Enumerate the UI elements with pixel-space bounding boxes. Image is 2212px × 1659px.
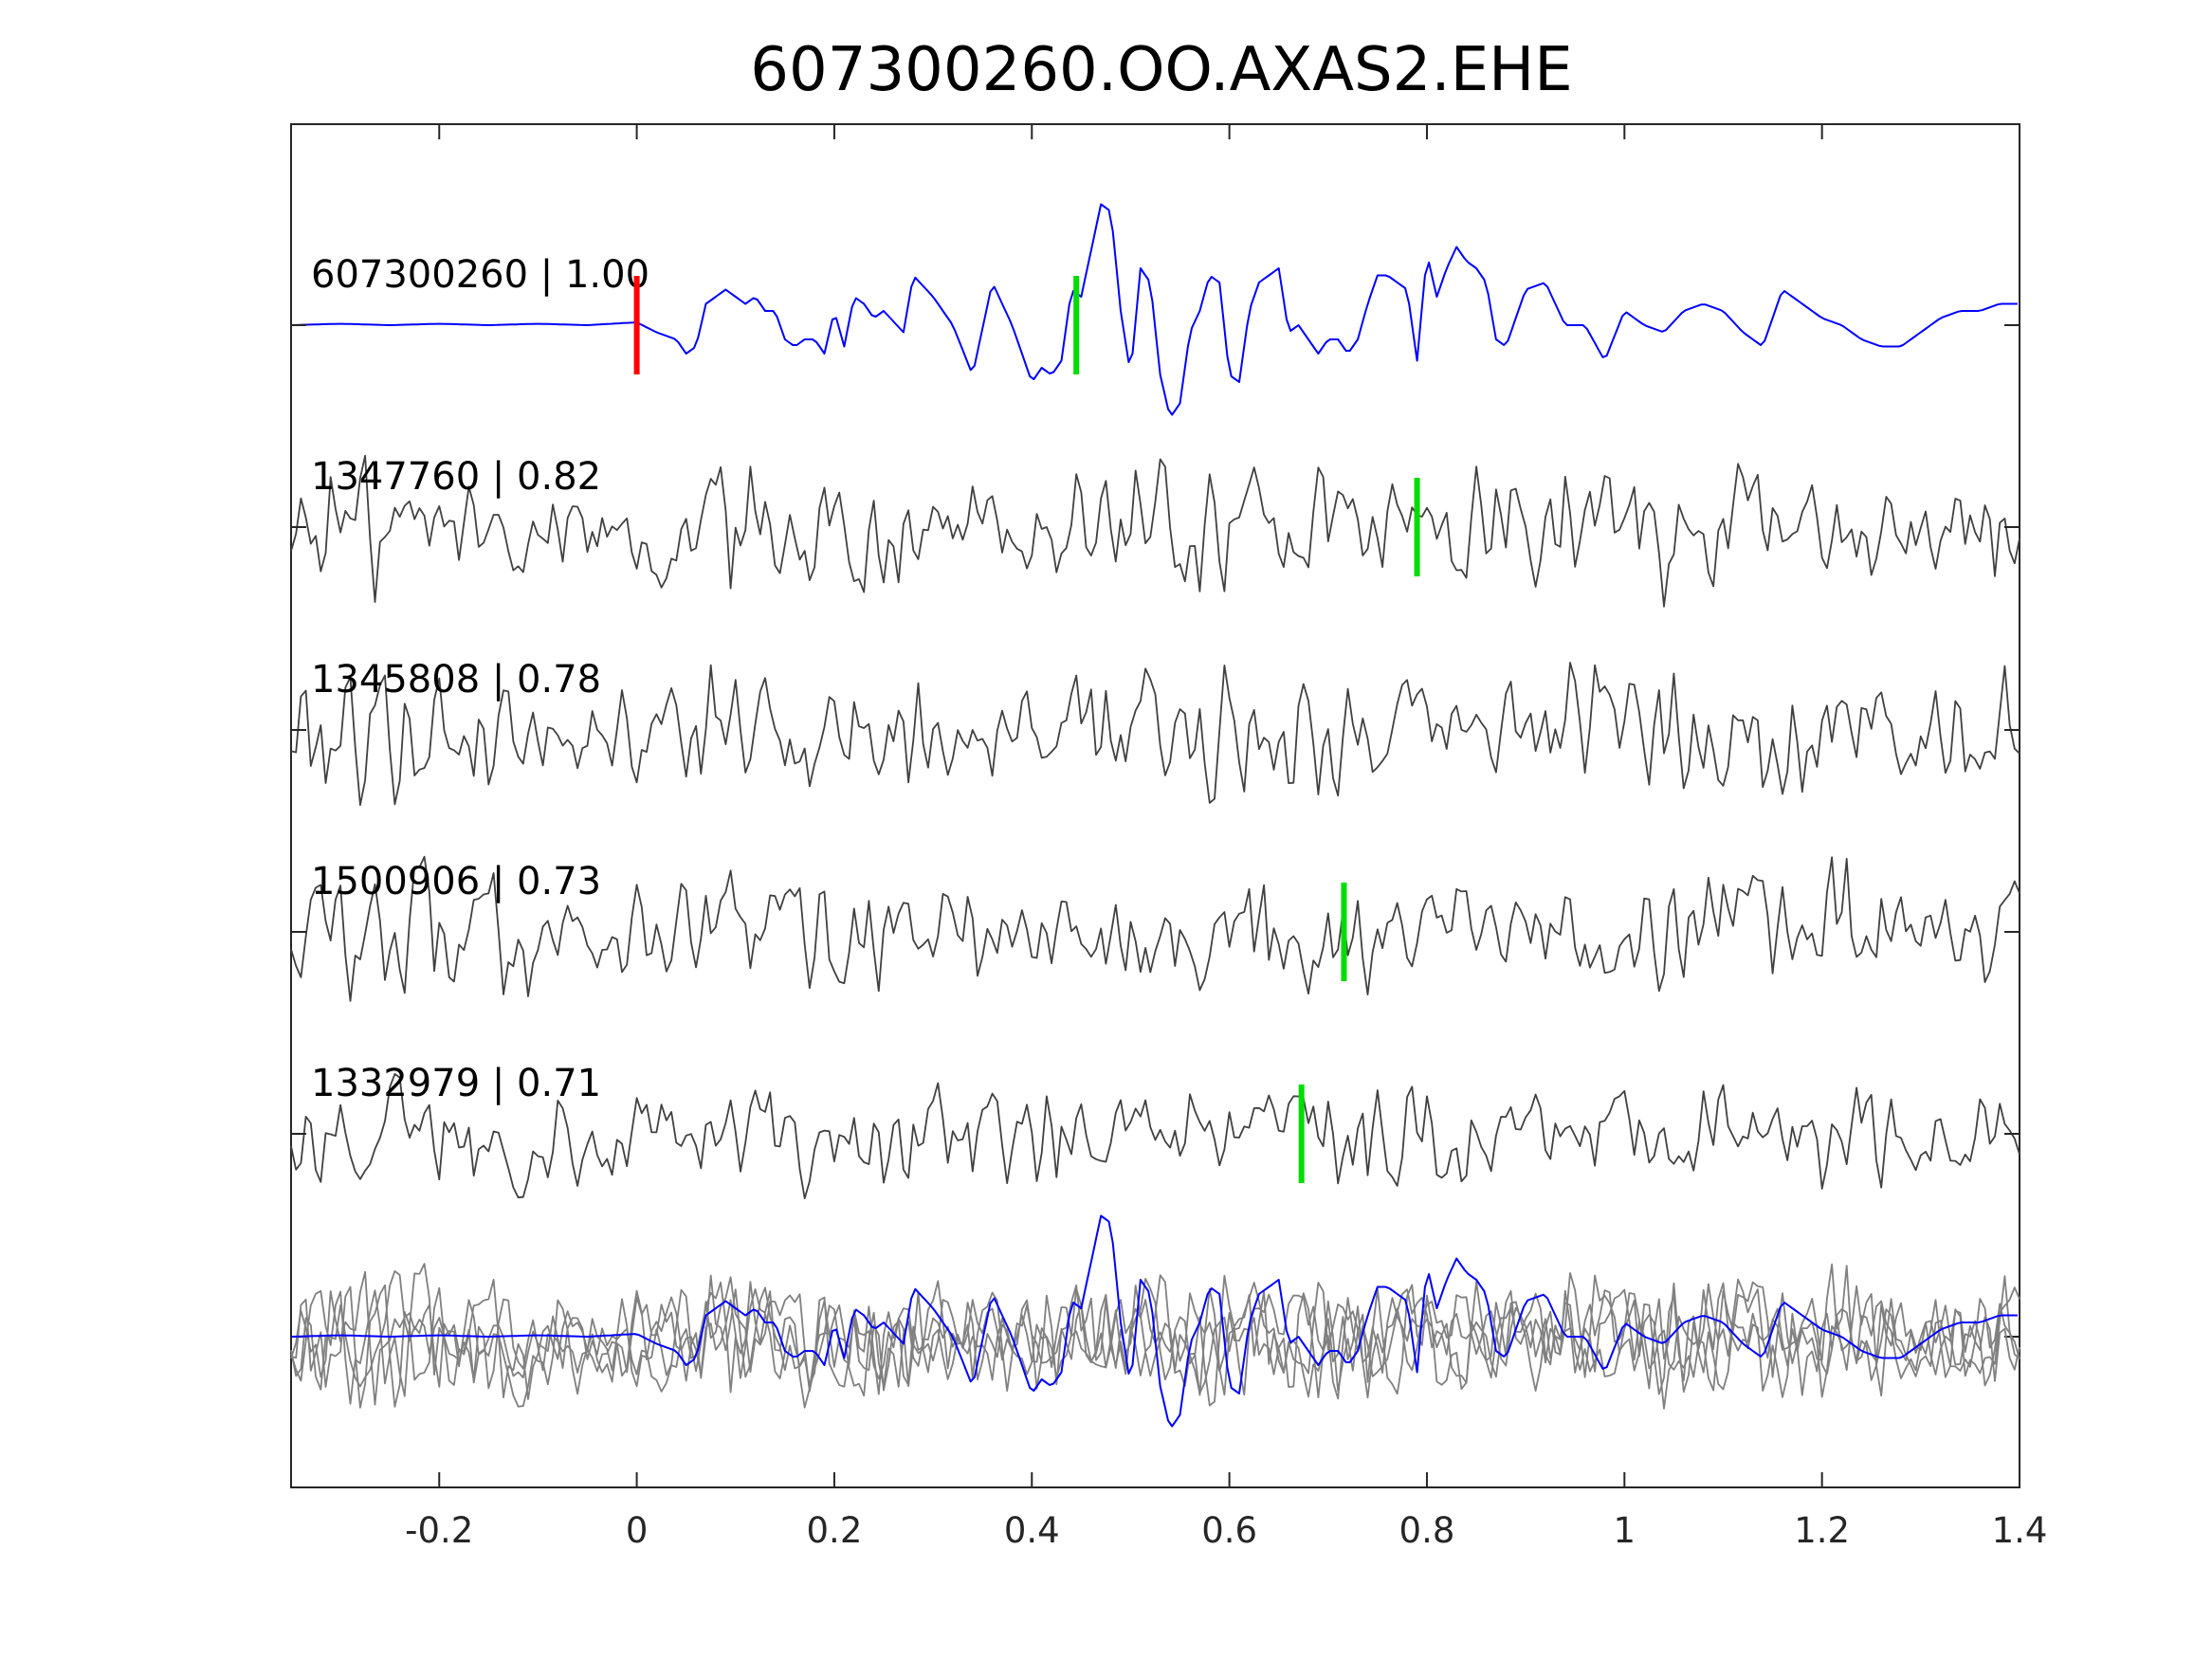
x-tick-label: 0.4 (1004, 1510, 1060, 1551)
trace-label: 1332979 | 0.71 (311, 1062, 601, 1105)
traces-layer: 607300260 | 1.00 1347760 | 0.82 1345808 | … (290, 203, 2020, 1428)
x-tick-label: 0.6 (1201, 1510, 1257, 1551)
overlay-template-trace (290, 1214, 2018, 1428)
x-axis: -0.2 0 0.2 0.4 0.6 0.8 1 1.2 1.4 (405, 124, 2047, 1551)
x-tick-label: 0.2 (807, 1510, 863, 1551)
x-tick-label: 1 (1614, 1510, 1636, 1551)
trace-607300260-line (290, 203, 2018, 416)
overlay-trace-1347760 (290, 1270, 2020, 1410)
plot-area-frame (290, 123, 2020, 1488)
x-tick-label: -0.2 (405, 1510, 473, 1551)
overlay-trace-1500906 (290, 1263, 2020, 1405)
x-tick-label: 0 (626, 1510, 649, 1551)
trace-1500906-line (290, 855, 2020, 1002)
trace-label: 607300260 | 1.00 (311, 253, 649, 297)
trace-1332979-line (290, 1073, 2020, 1199)
x-tick-label: 1.2 (1794, 1510, 1850, 1551)
chart-title: 607300260.OO.AXAS2.EHE (750, 35, 1572, 105)
trace-1347760-line (290, 454, 2020, 608)
trace-1345808-line (290, 662, 2020, 807)
x-tick-label: 0.8 (1399, 1510, 1455, 1551)
x-tick-label: 1.4 (1992, 1510, 2048, 1551)
trace-label: 1345808 | 0.78 (311, 658, 601, 702)
trace-label: 1347760 | 0.82 (311, 455, 601, 499)
trace-label: 1500906 | 0.73 (311, 860, 601, 903)
overlay-trace-1345808 (290, 1272, 2020, 1409)
